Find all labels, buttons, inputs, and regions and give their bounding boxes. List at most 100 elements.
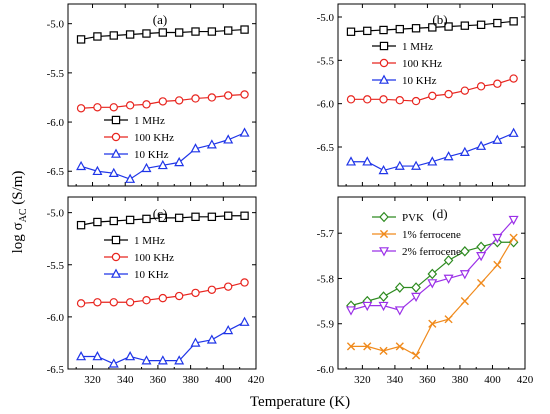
data-point — [460, 21, 470, 30]
data-point — [476, 241, 486, 253]
y-tick-label: -5.9 — [317, 319, 335, 331]
data-point — [427, 279, 438, 289]
data-point — [158, 213, 168, 223]
data-point — [476, 140, 487, 150]
panel-d: 320 340 360 380 400 420 -5.7 -5.8 -5.9 -6.0 PVK 1% … — [317, 196, 534, 386]
data-point — [378, 164, 389, 175]
data-point — [191, 27, 200, 36]
data-point — [240, 211, 249, 220]
plot-frame — [337, 196, 526, 370]
series-1-mhz — [76, 25, 249, 44]
x-tick-label: 340 — [117, 374, 134, 386]
data-point — [411, 351, 421, 360]
data-point — [443, 255, 454, 266]
data-point — [476, 20, 486, 30]
x-axis-label: Temperature (K) — [250, 394, 350, 410]
data-point — [224, 26, 233, 35]
data-point — [444, 22, 453, 31]
data-point — [207, 212, 217, 222]
data-point — [206, 334, 217, 344]
legend-entry: 1 MHz — [402, 41, 433, 53]
data-point — [509, 74, 518, 83]
legend-entry: 10 KHz — [402, 75, 437, 87]
panel-label: (d) — [432, 206, 447, 221]
x-tick-label: 320 — [84, 374, 101, 386]
data-point — [240, 25, 249, 34]
series-100-khz — [76, 90, 249, 113]
data-point — [411, 282, 421, 293]
legend-entry: 2% ferrocene — [402, 246, 461, 258]
x-tick-label: 420 — [248, 374, 265, 386]
data-point — [460, 86, 470, 95]
legend-entry: PVK — [402, 212, 424, 224]
y-tick-label: -6.5 — [317, 142, 335, 154]
data-point — [158, 28, 168, 37]
data-point — [141, 355, 152, 365]
data-point — [93, 103, 102, 112]
data-point — [142, 214, 151, 224]
legend-entry: 1 MHz — [134, 115, 165, 127]
plot-frame — [337, 3, 526, 187]
legend-entry: 10 KHz — [134, 149, 169, 161]
panel-c: 320 340 360 380 400 420-5.0-5.5-6.0-6.51 MHz1… — [47, 196, 265, 386]
legend-marker — [379, 41, 389, 51]
y-tick-label: -6.0 — [317, 99, 335, 111]
data-point — [476, 252, 487, 262]
x-tick-label: 380 — [182, 374, 199, 386]
data-point — [190, 337, 201, 347]
data-point — [346, 342, 356, 351]
data-point — [109, 103, 118, 112]
data-point — [125, 101, 135, 110]
legend-entry: 1 MHz — [134, 235, 165, 247]
legend-marker — [379, 229, 389, 239]
legend-marker — [111, 115, 121, 125]
data-point — [174, 156, 185, 167]
data-point — [362, 156, 373, 166]
x-tick-label: 420 — [517, 374, 534, 386]
data-point — [362, 301, 373, 312]
series-10-khz — [346, 127, 519, 175]
data-point — [427, 268, 438, 280]
data-point — [346, 306, 357, 316]
legend-marker — [379, 211, 389, 223]
data-point — [427, 156, 438, 166]
data-point — [378, 291, 389, 302]
data-point — [509, 17, 518, 26]
x-tick-label: 360 — [150, 374, 167, 386]
data-point — [379, 346, 388, 355]
data-point — [125, 298, 135, 307]
data-point — [108, 167, 119, 178]
y-tick-label: -5.5 — [317, 55, 335, 67]
data-point — [142, 296, 151, 305]
data-point — [125, 351, 136, 361]
series-1-mhz — [346, 17, 518, 36]
data-point — [158, 97, 168, 106]
data-point — [109, 216, 118, 226]
data-point — [240, 278, 249, 287]
data-point — [428, 91, 437, 101]
data-point — [444, 89, 453, 99]
data-point — [125, 215, 135, 225]
data-point — [92, 351, 103, 361]
legend-marker — [379, 58, 389, 68]
panel-label: (c) — [153, 206, 167, 221]
legend-entry: 100 KHz — [134, 252, 174, 264]
legend-marker — [378, 247, 390, 257]
data-point — [395, 24, 404, 34]
data-point — [207, 285, 217, 294]
data-point — [363, 342, 372, 351]
data-point — [174, 96, 184, 105]
data-point — [76, 299, 86, 308]
data-point — [174, 355, 185, 365]
data-point — [157, 159, 168, 170]
x-tick-label: 400 — [484, 374, 501, 386]
data-point — [459, 270, 470, 280]
data-point — [174, 213, 184, 223]
legend-entry: 100 KHz — [402, 58, 442, 70]
data-point — [93, 217, 102, 227]
data-point — [443, 151, 454, 161]
data-point — [76, 220, 86, 230]
y-axis-label: log σAC (S/m) — [10, 171, 29, 254]
data-point — [394, 160, 405, 170]
data-point — [207, 93, 217, 102]
